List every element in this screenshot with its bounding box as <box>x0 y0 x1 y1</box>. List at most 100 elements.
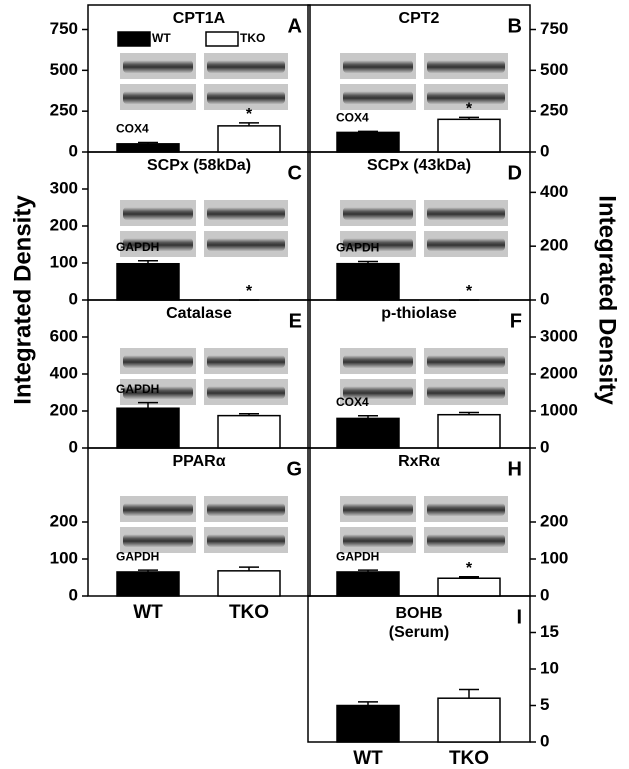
y-tick-label: 250 <box>540 101 568 120</box>
blot-label: GAPDH <box>336 549 379 563</box>
panel-letter: H <box>508 458 522 480</box>
significance-mark: * <box>466 560 473 577</box>
bar <box>336 704 400 743</box>
panel-letter: C <box>288 162 302 184</box>
blot-band <box>427 60 505 73</box>
y-tick-label: 0 <box>540 731 549 750</box>
y-tick-label: 200 <box>540 511 568 530</box>
blot-band <box>123 91 193 104</box>
blot-band <box>427 91 505 104</box>
y-tick-label: 200 <box>540 236 568 255</box>
panel-letter: E <box>289 310 302 332</box>
legend-label: TKO <box>240 31 265 45</box>
y-tick-label: 500 <box>540 60 568 79</box>
blot-band <box>207 534 285 547</box>
bar <box>336 262 400 301</box>
y-tick-label: 400 <box>50 363 78 382</box>
y-tick-label: 1000 <box>540 400 578 419</box>
y-tick-label: 500 <box>50 60 78 79</box>
bar <box>336 131 400 153</box>
bar <box>116 143 180 153</box>
x-tick-label: TKO <box>229 602 269 623</box>
blot-band <box>123 386 193 399</box>
blot-band <box>427 355 505 368</box>
y-tick-label: 400 <box>540 182 568 201</box>
panel-title: CPT1A <box>173 10 226 27</box>
y-tick-label: 15 <box>540 622 559 641</box>
blot-band <box>123 503 193 516</box>
y-tick-label: 300 <box>50 178 78 197</box>
y-tick-label: 100 <box>50 548 78 567</box>
y-tick-label: 0 <box>69 289 78 308</box>
y-tick-label: 100 <box>540 548 568 567</box>
blot-band <box>343 60 413 73</box>
bar <box>217 414 281 449</box>
blot-band <box>343 386 413 399</box>
y-tick-label: 100 <box>50 252 78 271</box>
y-tick-label: 600 <box>50 326 78 345</box>
y-tick-label: 0 <box>69 141 78 160</box>
panel-title: CPT2 <box>399 10 440 27</box>
blot-band <box>343 503 413 516</box>
y-tick-label: 200 <box>50 511 78 530</box>
blot-label: GAPDH <box>116 382 159 396</box>
blot-label: COX4 <box>336 111 369 125</box>
y-tick-label: 750 <box>540 19 568 38</box>
blot-band <box>123 534 193 547</box>
x-tick-label: TKO <box>449 748 489 769</box>
blot-band <box>427 534 505 547</box>
panel-letter: D <box>508 162 522 184</box>
significance-mark: * <box>246 283 253 300</box>
legend-label: WT <box>152 31 171 45</box>
blot-band <box>207 207 285 220</box>
y-tick-label: 5 <box>540 695 549 714</box>
significance-mark: * <box>466 101 473 118</box>
x-tick-label: WT <box>353 748 383 769</box>
blot-band <box>123 355 193 368</box>
panel-title: p-thiolase <box>381 305 457 322</box>
significance-mark: * <box>246 106 253 123</box>
panel-title: RxRα <box>398 453 440 470</box>
y-tick-label: 750 <box>50 19 78 38</box>
y-tick-label: 0 <box>69 437 78 456</box>
blot-band <box>427 238 505 251</box>
y-tick-label: 3000 <box>540 326 578 345</box>
legend-swatch <box>117 31 151 47</box>
blot-label: GAPDH <box>336 241 379 255</box>
bar <box>116 407 180 449</box>
y-tick-label: 10 <box>540 658 559 677</box>
panel-letter: B <box>508 15 522 37</box>
panel-title: SCPx (58kDa) <box>147 157 251 174</box>
y-tick-label: 200 <box>50 400 78 419</box>
panel-letter: A <box>288 15 302 37</box>
blot-band <box>207 91 285 104</box>
significance-mark: * <box>466 283 473 300</box>
y-tick-label: 0 <box>69 585 78 604</box>
legend-swatch <box>205 31 239 47</box>
panel-letter: F <box>510 310 522 332</box>
y-tick-label: 2000 <box>540 363 578 382</box>
blot-label: GAPDH <box>116 549 159 563</box>
blot-label: COX4 <box>116 122 149 136</box>
blot-label: COX4 <box>336 395 369 409</box>
blot-band <box>427 207 505 220</box>
blot-band <box>343 207 413 220</box>
blot-band <box>207 386 285 399</box>
panel-letter: G <box>286 458 302 480</box>
bar <box>437 697 501 743</box>
bar <box>437 118 501 153</box>
y-tick-label: 0 <box>540 585 549 604</box>
panel-title: Catalase <box>166 305 232 322</box>
bar <box>336 417 400 449</box>
blot-band <box>123 60 193 73</box>
blot-band <box>207 60 285 73</box>
blot-band <box>427 503 505 516</box>
y-tick-label: 0 <box>540 289 549 308</box>
blot-band <box>343 355 413 368</box>
bar <box>336 571 400 597</box>
bar <box>217 125 281 153</box>
blot-band <box>207 238 285 251</box>
y-axis-label: Integrated Density <box>9 195 36 405</box>
bar <box>437 577 501 597</box>
panel-title: BOHB <box>395 605 442 622</box>
